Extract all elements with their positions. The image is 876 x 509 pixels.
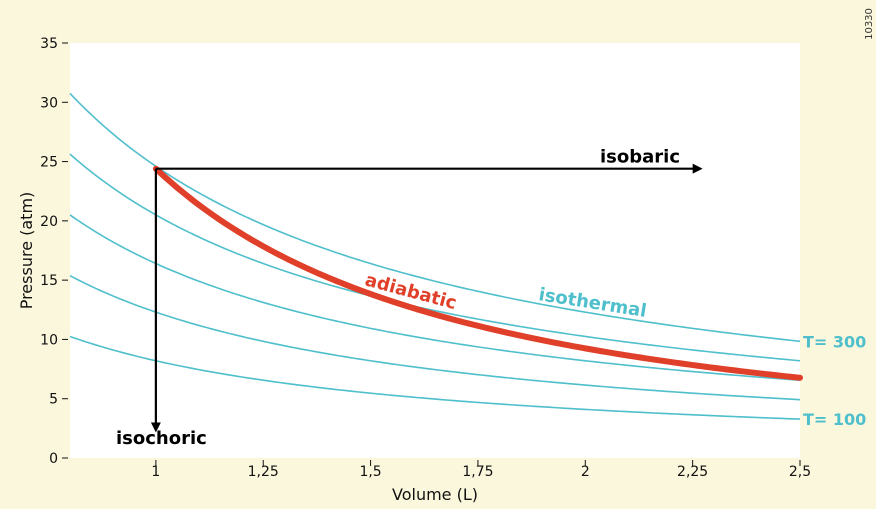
y-axis-label: Pressure (atm) [17, 192, 36, 310]
plot-area [70, 43, 800, 458]
isotherm-line [69, 214, 801, 382]
y-tick-label: 15 [40, 273, 58, 289]
isotherm-label: T= 300 [803, 332, 866, 351]
y-tick-label: 0 [49, 451, 58, 467]
y-tick-label: 5 [49, 392, 58, 408]
y-tick-label: 35 [40, 36, 58, 52]
isotherm-line [69, 92, 801, 343]
isotherm-line [69, 335, 801, 420]
isotherm-label: T= 100 [803, 410, 866, 429]
isochoric-label: isochoric [116, 428, 207, 449]
y-tick-label: 25 [40, 155, 58, 171]
isobaric-label: isobaric [600, 147, 680, 168]
y-tick-label: 30 [40, 95, 58, 111]
y-tick-label: 20 [40, 214, 58, 230]
x-tick-label: 1,75 [462, 464, 493, 480]
isotherm-line [69, 153, 801, 362]
isotherm-line [69, 274, 801, 401]
x-tick-label: 1 [151, 464, 160, 480]
x-axis-label: Volume (L) [392, 485, 478, 504]
adiabatic-line [152, 165, 803, 381]
y-tick-label: 10 [40, 332, 58, 348]
figure-id: 10330 [864, 8, 875, 40]
x-tick-label: 1,5 [359, 464, 381, 480]
x-tick-label: 2 [581, 464, 590, 480]
x-tick-label: 2,25 [677, 464, 708, 480]
x-tick-label: 2,5 [789, 464, 811, 480]
x-tick-label: 1,25 [248, 464, 279, 480]
